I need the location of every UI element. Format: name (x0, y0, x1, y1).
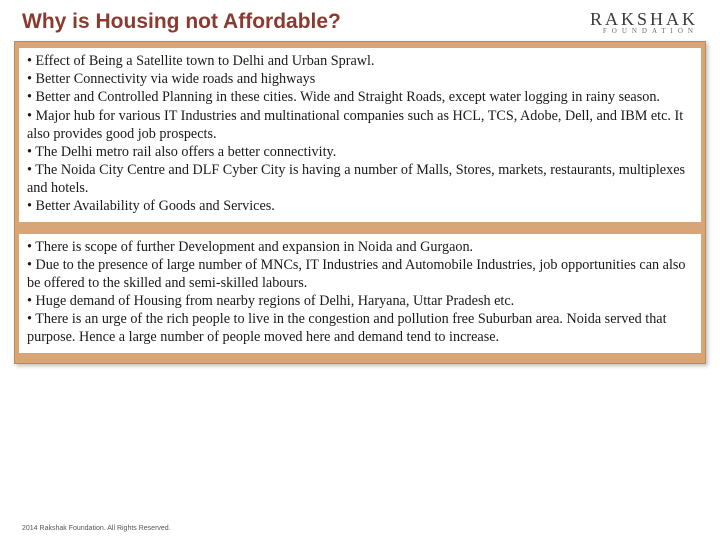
logo-sub-text: FOUNDATION (590, 28, 698, 35)
bullet-item: • Major hub for various IT Industries an… (27, 107, 693, 143)
content-area: • Effect of Being a Satellite town to De… (0, 41, 720, 364)
footer-copyright: 2014 Rakshak Foundation. All Rights Rese… (22, 525, 171, 532)
highlight-box: • Effect of Being a Satellite town to De… (14, 41, 706, 364)
logo: RAKSHAK FOUNDATION (590, 10, 698, 35)
bullet-item: • The Delhi metro rail also offers a bet… (27, 143, 693, 161)
bullet-item: • There is scope of further Development … (27, 238, 693, 256)
bullet-panel-1: • Effect of Being a Satellite town to De… (19, 48, 701, 222)
bullet-item: • There is an urge of the rich people to… (27, 310, 693, 346)
slide-header: Why is Housing not Affordable? RAKSHAK F… (0, 0, 720, 41)
bullet-item: • Better Availability of Goods and Servi… (27, 197, 693, 215)
bullet-item: • Due to the presence of large number of… (27, 256, 693, 292)
bullet-item: • Huge demand of Housing from nearby reg… (27, 292, 693, 310)
bullet-panel-2: • There is scope of further Development … (19, 234, 701, 353)
bullet-item: • Better and Controlled Planning in thes… (27, 88, 693, 106)
logo-main-text: RAKSHAK (590, 10, 698, 28)
slide-title: Why is Housing not Affordable? (22, 10, 341, 34)
bullet-item: • The Noida City Centre and DLF Cyber Ci… (27, 161, 693, 197)
bullet-item: • Effect of Being a Satellite town to De… (27, 52, 693, 70)
bullet-item: • Better Connectivity via wide roads and… (27, 70, 693, 88)
